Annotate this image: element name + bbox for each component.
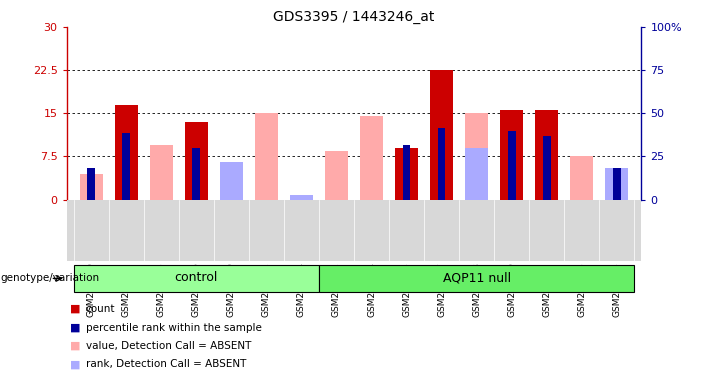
Bar [115,104,137,200]
Text: count: count [86,304,115,314]
Bar [501,111,523,200]
Text: ■: ■ [70,323,81,333]
Bar [606,168,628,200]
Bar [437,127,446,200]
Bar [185,122,207,200]
Text: value, Detection Call = ABSENT: value, Detection Call = ABSENT [86,341,251,351]
Bar [87,168,95,200]
Bar [360,116,383,200]
Bar [543,136,551,200]
Bar [74,265,319,292]
Text: AQP11 null: AQP11 null [442,271,511,284]
Bar [403,145,411,200]
Bar [220,162,243,200]
Bar [123,134,130,200]
Text: genotype/variation: genotype/variation [1,273,100,283]
Bar [571,157,593,200]
Bar [508,131,516,200]
Text: percentile rank within the sample: percentile rank within the sample [86,323,261,333]
Bar [290,195,313,200]
Bar [465,113,488,200]
Bar [325,151,348,200]
Bar [536,111,558,200]
Text: ■: ■ [70,359,81,369]
Bar [150,145,172,200]
Bar [606,180,628,200]
Bar [465,148,488,200]
Text: rank, Detection Call = ABSENT: rank, Detection Call = ABSENT [86,359,246,369]
Bar [395,148,418,200]
Text: ■: ■ [70,341,81,351]
Bar [192,148,200,200]
Bar [255,113,278,200]
Title: GDS3395 / 1443246_at: GDS3395 / 1443246_at [273,10,435,25]
Bar [80,174,102,200]
Bar [613,168,621,200]
Text: control: control [175,271,218,284]
Bar [430,70,453,200]
Text: ■: ■ [70,304,81,314]
Bar [319,265,634,292]
